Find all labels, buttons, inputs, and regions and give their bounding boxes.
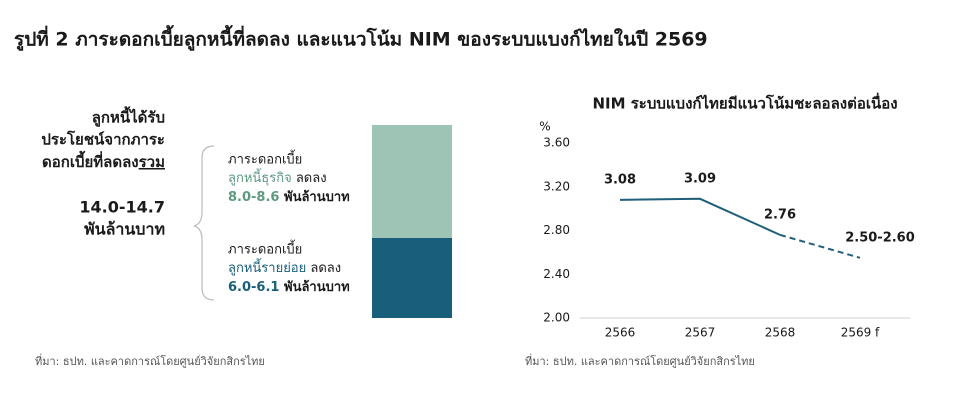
y-axis-label: % — [539, 120, 550, 134]
x-tick-label: 2567 — [685, 326, 716, 340]
segment-line: 8.0-8.6 พันล้านบาท — [228, 189, 350, 205]
segment-unit: พันล้านบาท — [279, 279, 349, 295]
data-label: 2.50-2.60 — [845, 230, 915, 245]
total-value: 14.0-14.7 — [79, 198, 165, 217]
heading-emphasis: รวม — [139, 153, 165, 171]
segment-block — [372, 125, 452, 238]
y-tick-label: 3.20 — [543, 179, 570, 193]
x-tick-label: 2566 — [605, 326, 636, 340]
segment-line: ลูกหนี้ธุรกิจ ลดลง — [228, 168, 327, 186]
segment-line: 6.0-6.1 พันล้านบาท — [228, 279, 350, 295]
y-tick-label: 2.40 — [543, 267, 570, 281]
forecast-line — [779, 233, 861, 259]
line — [619, 197, 781, 236]
segment-change: ลดลง — [306, 261, 341, 276]
brace — [193, 145, 215, 301]
heading-line: ดอกเบี้ยที่ลดลง — [42, 150, 139, 171]
segment-group: ลูกหนี้ธุรกิจ — [228, 168, 292, 186]
segment-change: ลดลง — [292, 171, 327, 186]
x-tick-label: 2568 — [765, 326, 796, 340]
segment-block — [372, 238, 452, 318]
y-tick-label: 2.80 — [543, 223, 570, 237]
segment-line: ภาระดอกเบี้ย — [228, 240, 302, 258]
segment-amount: 6.0-6.1 — [228, 280, 279, 295]
data-label: 2.76 — [764, 207, 796, 222]
chart-title: NIM ระบบแบงก์ไทยมีแนวโน้มชะลอลงต่อเนื่อง — [592, 93, 897, 113]
heading-line: ลูกหนี้ได้รับ — [92, 106, 165, 128]
segment-amount: 8.0-8.6 — [228, 190, 279, 205]
data-label: 3.08 — [604, 172, 636, 187]
figure-title: รูปที่ 2 ภาระดอกเบี้ยลูกหนี้ที่ลดลง และแ… — [14, 25, 708, 52]
data-label: 3.09 — [684, 171, 716, 186]
heading-line: ดอกเบี้ยที่ลดลงรวม — [42, 150, 165, 171]
source: ที่มา: ธปท. และคาดการณ์โดยศูนย์วิจัยกสิก… — [35, 353, 265, 368]
x-tick-label: 2569 f — [841, 326, 880, 340]
source: ที่มา: ธปท. และคาดการณ์โดยศูนย์วิจัยกสิก… — [525, 353, 755, 368]
segment-unit: พันล้านบาท — [279, 189, 349, 205]
segment-line: ลูกหนี้รายย่อย ลดลง — [228, 258, 341, 276]
y-tick-label: 3.60 — [543, 136, 570, 150]
heading-line: ประโยชน์จากภาระ — [41, 130, 165, 149]
segment-group: ลูกหนี้รายย่อย — [228, 258, 306, 276]
total-unit: พันล้านบาท — [84, 220, 165, 239]
segment-line: ภาระดอกเบี้ย — [228, 150, 302, 168]
y-tick-label: 2.00 — [543, 311, 570, 325]
